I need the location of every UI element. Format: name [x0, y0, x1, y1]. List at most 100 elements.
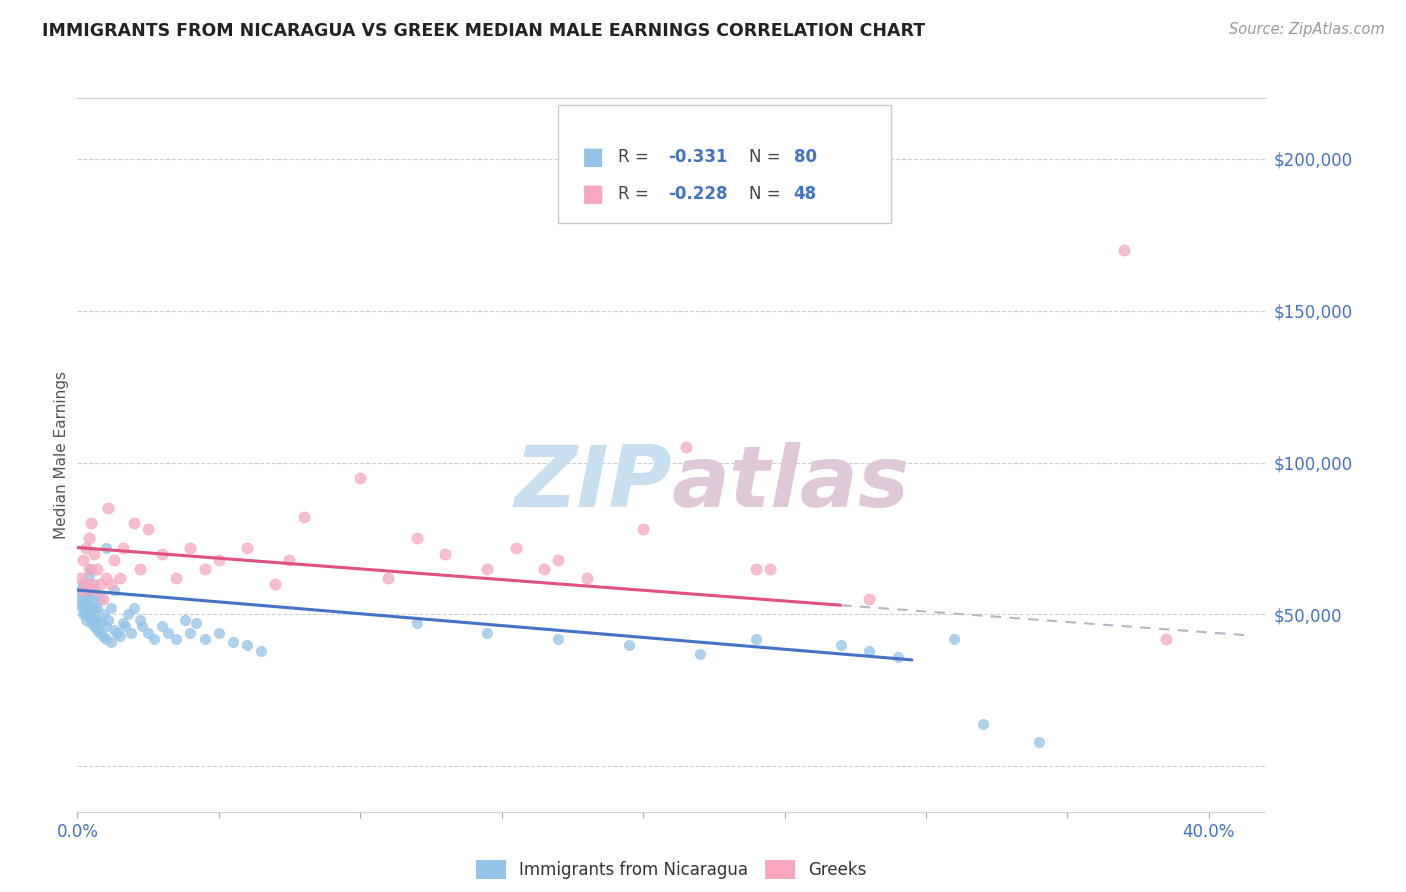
Text: -0.228: -0.228	[668, 186, 727, 203]
Point	[186, 616, 208, 631]
Point	[80, 616, 103, 631]
Point	[105, 625, 128, 640]
Y-axis label: Median Male Earnings: Median Male Earnings	[53, 371, 69, 539]
Point	[75, 595, 97, 609]
Text: atlas: atlas	[672, 442, 910, 525]
Point	[236, 541, 259, 555]
FancyBboxPatch shape	[558, 105, 891, 223]
Point	[250, 644, 273, 658]
Point	[86, 614, 108, 628]
Point	[108, 571, 131, 585]
Point	[165, 571, 187, 585]
Point	[91, 592, 114, 607]
Point	[100, 601, 122, 615]
Text: N =: N =	[748, 148, 786, 166]
Point	[94, 632, 117, 646]
Point	[77, 589, 100, 603]
Point	[80, 610, 103, 624]
Point	[77, 599, 100, 613]
Point	[100, 577, 122, 591]
Point	[434, 547, 457, 561]
Point	[377, 571, 399, 585]
Point	[505, 541, 527, 555]
Point	[179, 541, 201, 555]
Point	[617, 638, 640, 652]
Point	[292, 510, 315, 524]
Point	[69, 571, 91, 585]
Point	[830, 638, 852, 652]
Point	[94, 619, 117, 633]
Point	[72, 552, 94, 566]
Point	[1156, 632, 1178, 646]
Point	[77, 532, 100, 546]
Text: 48: 48	[794, 186, 817, 203]
Point	[136, 625, 159, 640]
Point	[349, 471, 371, 485]
Point	[689, 647, 711, 661]
Text: -0.331: -0.331	[668, 148, 727, 166]
Text: Source: ZipAtlas.com: Source: ZipAtlas.com	[1229, 22, 1385, 37]
Point	[94, 571, 117, 585]
Point	[156, 625, 179, 640]
Point	[86, 562, 108, 576]
Point	[114, 619, 136, 633]
Point	[117, 607, 139, 622]
Text: ■: ■	[582, 183, 605, 206]
Point	[80, 582, 103, 597]
Point	[547, 552, 569, 566]
Point	[943, 632, 966, 646]
Legend: Immigrants from Nicaragua, Greeks: Immigrants from Nicaragua, Greeks	[470, 853, 873, 886]
Point	[208, 552, 231, 566]
Point	[97, 501, 120, 516]
Point	[111, 616, 134, 631]
Point	[131, 619, 153, 633]
Point	[75, 607, 97, 622]
Point	[97, 614, 120, 628]
Point	[128, 614, 150, 628]
Point	[89, 616, 111, 631]
Point	[972, 716, 994, 731]
Point	[236, 638, 259, 652]
Point	[103, 623, 125, 637]
Point	[80, 577, 103, 591]
Point	[150, 619, 173, 633]
Point	[77, 604, 100, 618]
Point	[858, 644, 880, 658]
Point	[136, 522, 159, 536]
Point	[278, 552, 301, 566]
Point	[72, 607, 94, 622]
Point	[83, 577, 105, 591]
Point	[75, 577, 97, 591]
Point	[83, 582, 105, 597]
Point	[86, 623, 108, 637]
Point	[405, 532, 427, 546]
Point	[75, 586, 97, 600]
Text: IMMIGRANTS FROM NICARAGUA VS GREEK MEDIAN MALE EARNINGS CORRELATION CHART: IMMIGRANTS FROM NICARAGUA VS GREEK MEDIA…	[42, 22, 925, 40]
Point	[69, 592, 91, 607]
Text: N =: N =	[748, 186, 786, 203]
Point	[83, 547, 105, 561]
Point	[83, 619, 105, 633]
Point	[108, 629, 131, 643]
Point	[77, 610, 100, 624]
Point	[122, 601, 145, 615]
Point	[91, 629, 114, 643]
Point	[165, 632, 187, 646]
Point	[100, 634, 122, 648]
Point	[477, 562, 499, 576]
Point	[886, 649, 908, 664]
Point	[77, 567, 100, 582]
Point	[194, 562, 217, 576]
Point	[80, 601, 103, 615]
Point	[111, 541, 134, 555]
Point	[80, 562, 103, 576]
Point	[72, 582, 94, 597]
Point	[69, 599, 91, 613]
Point	[208, 625, 231, 640]
Point	[179, 625, 201, 640]
Point	[80, 516, 103, 531]
Point	[745, 562, 768, 576]
Point	[83, 601, 105, 615]
Point	[128, 562, 150, 576]
Point	[72, 592, 94, 607]
